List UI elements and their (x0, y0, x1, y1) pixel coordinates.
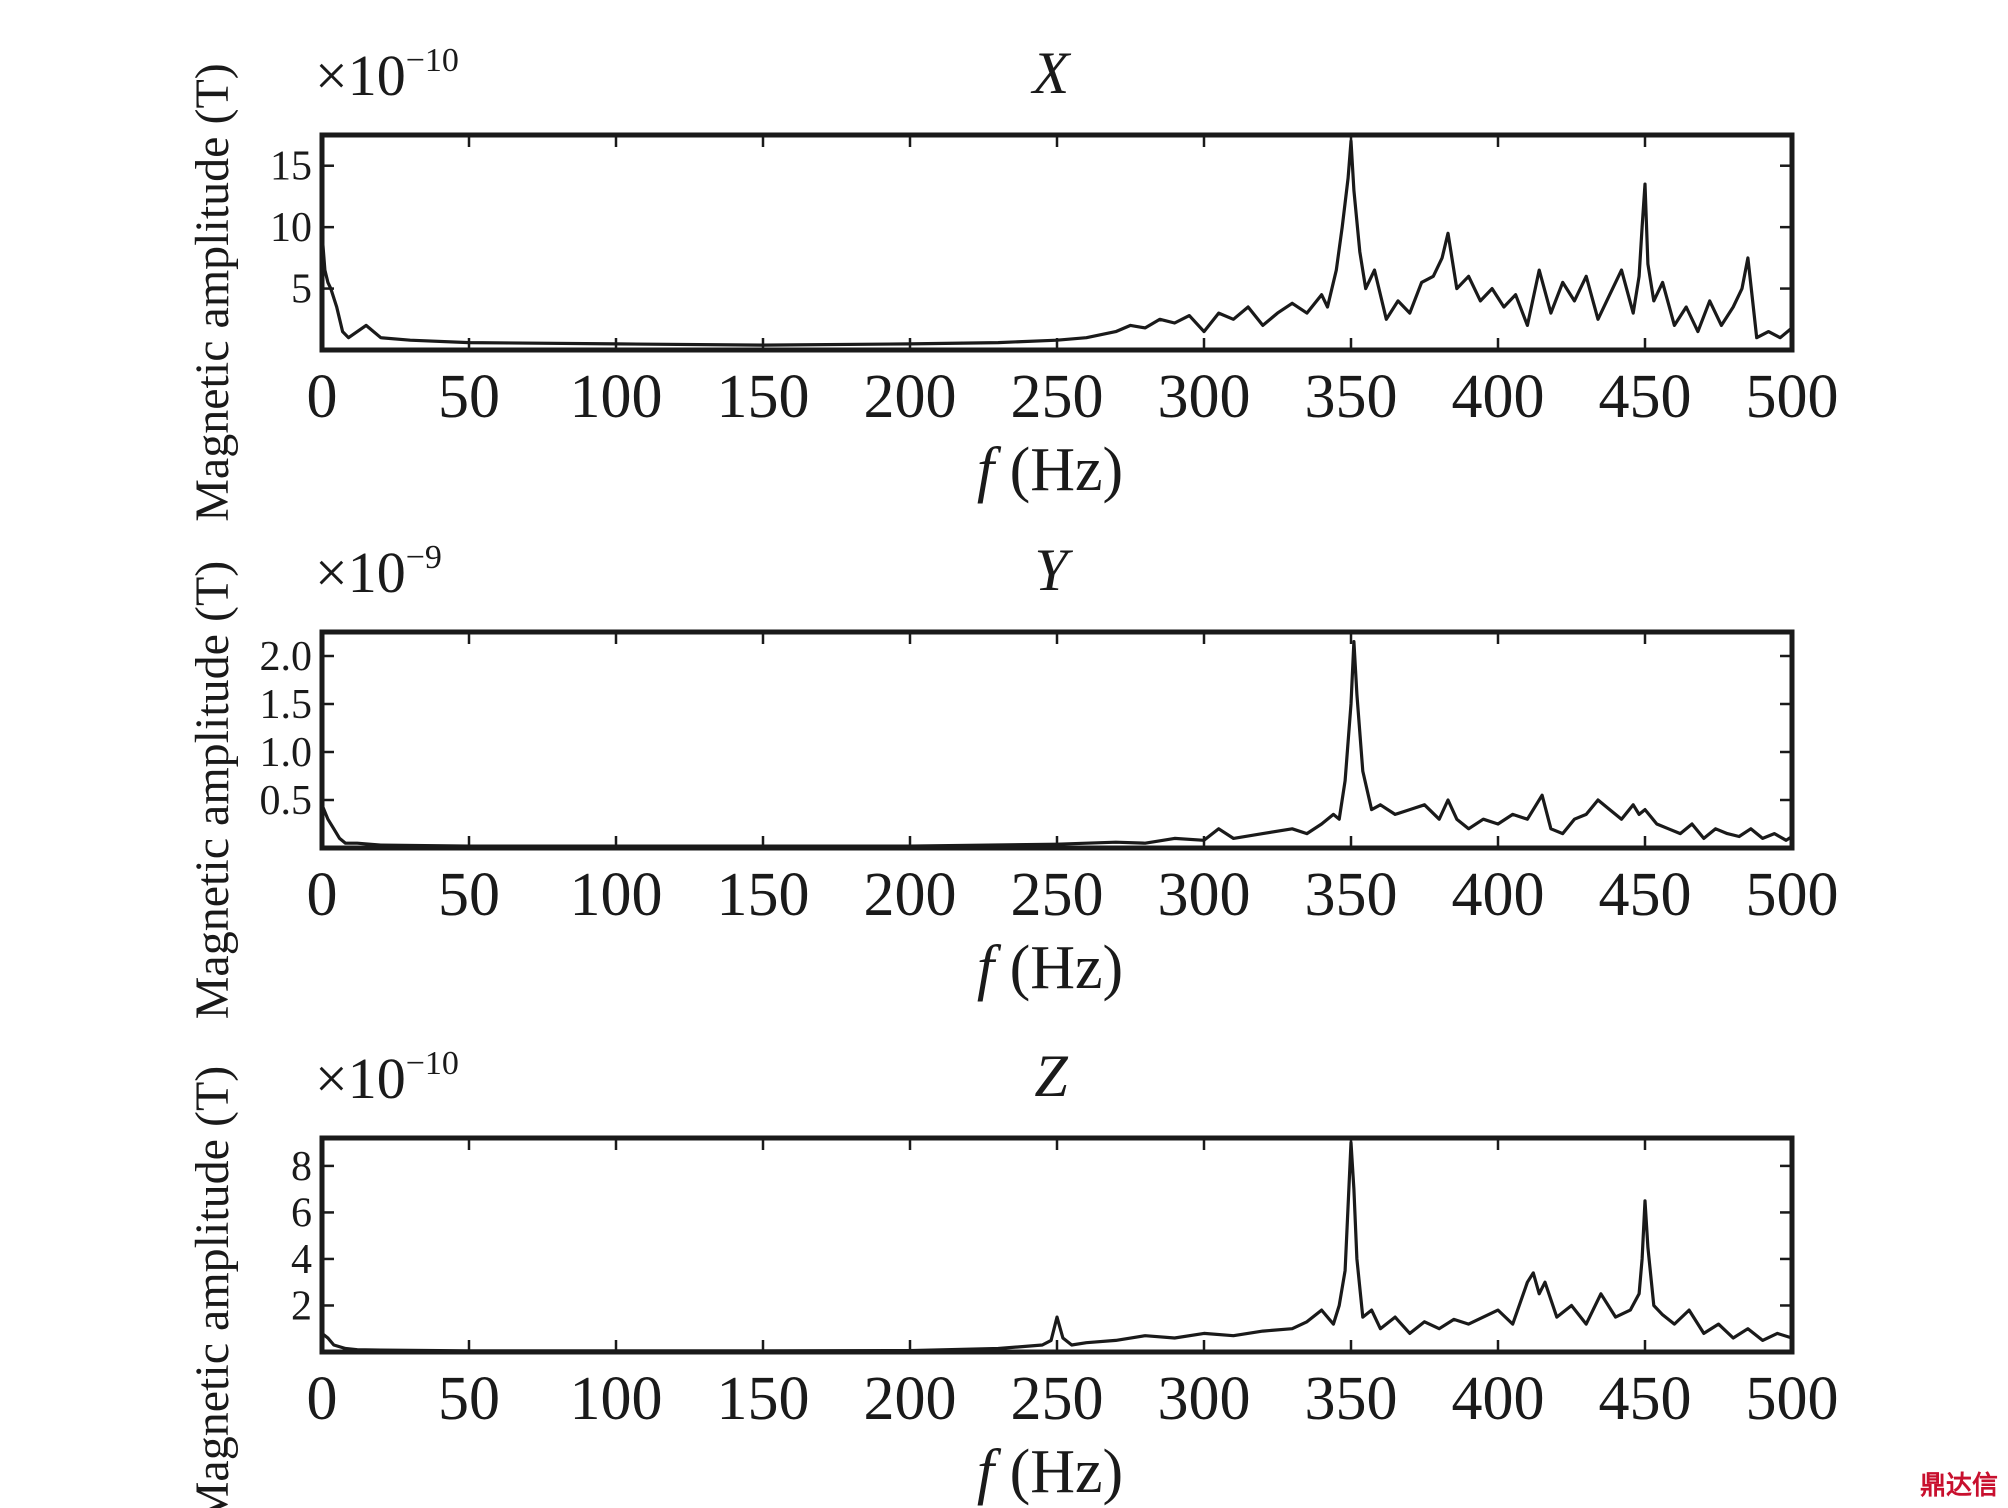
series-line-z (321, 1141, 1793, 1353)
scale-factor: ×10−9 (315, 539, 442, 605)
y-tick-label: 1.0 (260, 730, 313, 776)
y-tick-label: 2.0 (260, 634, 313, 680)
panel-z: 0 50 100 150 200 250 300 350 400 450 500 2468×10−10… (186, 1043, 1839, 1508)
x-tick-label: 300 (1158, 363, 1251, 431)
x-tick-label: 350 (1305, 363, 1398, 431)
x-tick-label: 250 (1011, 861, 1104, 929)
x-tick-label: 50 (438, 861, 500, 929)
y-tick-label: 2 (291, 1283, 312, 1329)
series-line-y (320, 639, 1793, 848)
scale-factor: ×10−10 (315, 42, 459, 108)
y-tick-label: 5 (291, 267, 312, 313)
y-tick-label: 6 (291, 1190, 312, 1236)
x-tick-label: 150 (717, 363, 810, 431)
x-tick-label: 450 (1599, 1365, 1692, 1433)
x-tick-label: 100 (570, 363, 663, 431)
series-line-x (320, 139, 1794, 347)
y-tick-label: 8 (291, 1144, 312, 1190)
x-tick-label: 350 (1305, 1365, 1398, 1433)
x-tick-label: 250 (1011, 363, 1104, 431)
plot-frame (319, 629, 1795, 851)
panel-y: 0 50 100 150 200 250 300 350 400 450 500 0.51.01.52… (186, 537, 1839, 1019)
y-tick-label: 0.5 (260, 778, 313, 824)
x-tick-label: 200 (864, 363, 957, 431)
x-axis-label: f (Hz) (977, 1438, 1123, 1506)
x-tick-label: 50 (438, 1365, 500, 1433)
x-tick-label: 350 (1305, 861, 1398, 929)
x-tick-label: 150 (717, 861, 810, 929)
y-axis-label: Magnetic amplitude (T) (186, 63, 239, 522)
x-tick-label: 400 (1452, 861, 1545, 929)
x-tick-label: 400 (1452, 1365, 1545, 1433)
y-axis-label: Magnetic amplitude (T) (186, 1066, 239, 1508)
x-axis-label: f (Hz) (977, 436, 1123, 504)
x-tick-label: 400 (1452, 363, 1545, 431)
x-tick-label: 300 (1158, 861, 1251, 929)
x-tick-label: 200 (864, 1365, 957, 1433)
x-tick-label: 0 (307, 861, 338, 929)
x-tick-label: 0 (307, 1365, 338, 1433)
plot-frame (319, 132, 1795, 353)
y-tick-label: 1.5 (260, 682, 313, 728)
x-tick-label: 500 (1746, 861, 1839, 929)
y-axis-label: Magnetic amplitude (T) (186, 561, 239, 1020)
x-tick-label: 200 (864, 861, 957, 929)
watermark: 鼎达信 (1919, 1471, 1998, 1501)
x-tick-label: 0 (307, 363, 338, 431)
y-tick-label: 4 (291, 1237, 312, 1283)
x-tick-label: 100 (570, 861, 663, 929)
x-tick-label: 500 (1746, 1365, 1839, 1433)
x-tick-label: 100 (570, 1365, 663, 1433)
scale-factor: ×10−10 (315, 1045, 459, 1111)
y-tick-label: 15 (270, 144, 312, 190)
x-tick-label: 250 (1011, 1365, 1104, 1433)
y-tick-label: 10 (270, 205, 312, 251)
x-tick-label: 50 (438, 363, 500, 431)
x-tick-label: 300 (1158, 1365, 1251, 1433)
panel-title: Y (1034, 537, 1073, 603)
x-tick-label: 150 (717, 1365, 810, 1433)
x-axis-label: f (Hz) (977, 934, 1123, 1002)
panel-title: X (1031, 40, 1072, 106)
panel-title: Z (1034, 1043, 1068, 1109)
x-tick-label: 450 (1599, 363, 1692, 431)
panel-x: 0 50 100 150 200 250 300 350 400 450 500 5 10 15×10−1… (186, 40, 1839, 522)
x-tick-label: 450 (1599, 861, 1692, 929)
x-tick-label: 500 (1746, 363, 1839, 431)
